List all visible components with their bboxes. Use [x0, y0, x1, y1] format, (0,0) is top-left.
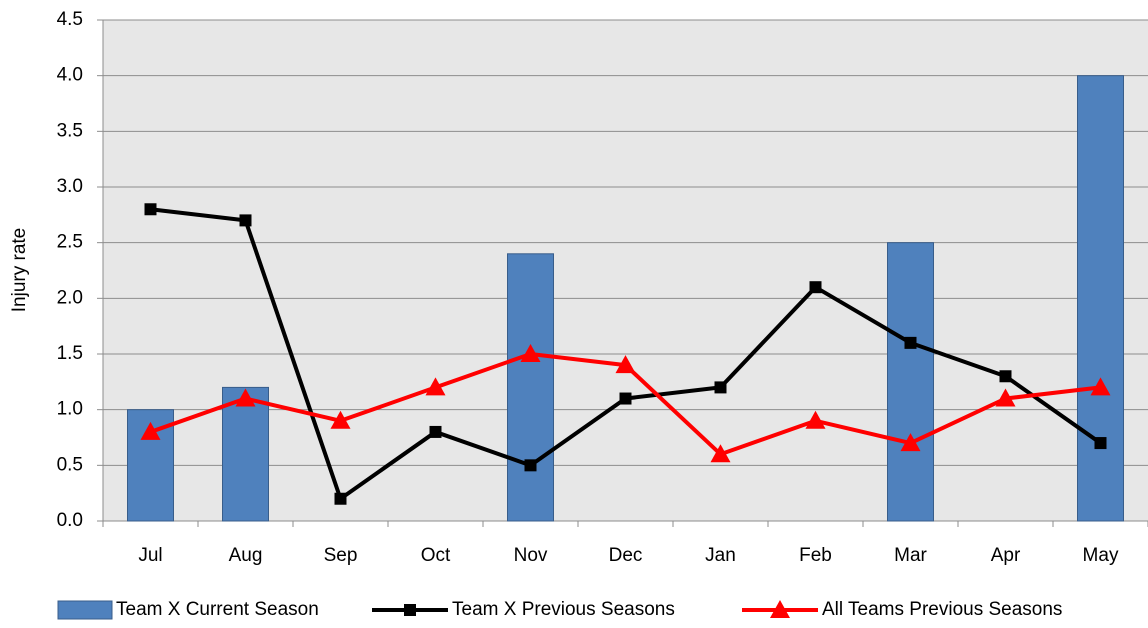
x-tick-label: Jan: [705, 545, 736, 566]
y-tick-label: 3.5: [57, 120, 83, 141]
marker: [995, 388, 1016, 407]
marker: [140, 421, 161, 440]
bar: [222, 386, 269, 522]
x-tick-label: Apr: [991, 545, 1021, 566]
y-tick-label: 1.5: [57, 343, 83, 364]
marker: [805, 410, 826, 429]
x-tick-label: Dec: [609, 545, 643, 566]
marker: [809, 281, 822, 294]
y-tick-label: 3.0: [57, 176, 83, 197]
y-tick-label: 1.0: [57, 399, 83, 420]
marker: [1094, 437, 1107, 450]
marker: [235, 388, 256, 407]
y-tick-label: 0.0: [57, 510, 83, 531]
marker: [1090, 377, 1111, 396]
marker: [330, 410, 351, 429]
marker: [904, 336, 917, 349]
x-tick-label: Sep: [324, 545, 358, 566]
bar: [507, 253, 554, 522]
marker: [520, 344, 541, 362]
marker: [999, 370, 1012, 383]
bar: [887, 242, 934, 522]
marker: [714, 381, 727, 394]
marker: [334, 492, 347, 505]
legend-label: Team X Current Season: [116, 599, 319, 620]
marker: [710, 444, 731, 463]
y-tick-label: 2.5: [57, 232, 83, 253]
marker: [524, 459, 537, 472]
marker: [900, 433, 921, 452]
y-tick-label: 4.5: [57, 9, 83, 30]
x-tick-label: Feb: [799, 545, 832, 566]
legend-marker: [404, 604, 416, 616]
marker: [615, 355, 636, 374]
x-tick-label: Aug: [229, 545, 263, 566]
x-tick-label: Oct: [421, 545, 451, 566]
marker: [144, 203, 157, 216]
plot-area: [103, 20, 1148, 521]
legend-label: All Teams Previous Seasons: [822, 599, 1062, 620]
x-tick-label: Mar: [894, 545, 927, 566]
y-tick-label: 4.0: [57, 65, 83, 86]
legend-label: Team X Previous Seasons: [452, 599, 675, 620]
y-tick-label: 0.5: [57, 454, 83, 475]
x-tick-label: Jul: [138, 545, 162, 566]
marker: [619, 392, 632, 405]
x-tick-label: Nov: [514, 545, 548, 566]
y-axis-label: Injury rate: [9, 228, 30, 312]
legend-swatch: [57, 600, 113, 620]
marker: [239, 214, 252, 227]
y-tick-label: 2.0: [57, 287, 83, 308]
x-tick-label: May: [1083, 545, 1119, 566]
legend-marker: [770, 600, 790, 618]
bar: [1077, 75, 1124, 522]
marker: [425, 377, 446, 396]
marker: [429, 425, 442, 438]
